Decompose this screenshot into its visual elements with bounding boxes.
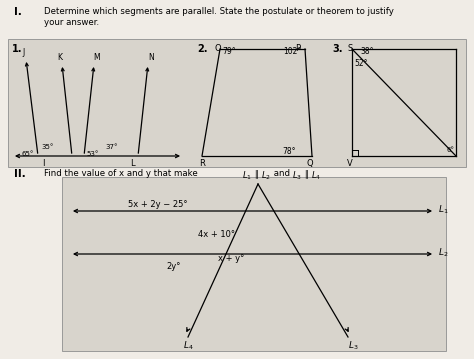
Text: Q: Q [307,159,314,168]
Text: $L_2$: $L_2$ [438,247,448,259]
Text: Determine which segments are parallel. State the postulate or theorem to justify: Determine which segments are parallel. S… [44,7,394,16]
Text: $L_3$: $L_3$ [348,339,358,351]
Text: 4x + 10°: 4x + 10° [198,230,235,239]
Text: 79°: 79° [222,47,236,56]
Text: 52°: 52° [354,59,367,68]
Text: 5x + 2y − 25°: 5x + 2y − 25° [128,200,188,209]
Text: 3.: 3. [332,44,343,54]
Text: K: K [57,53,62,62]
Text: I: I [42,159,45,168]
Text: O: O [215,44,222,53]
Text: 2y°: 2y° [166,262,181,271]
Text: 2.: 2. [197,44,208,54]
Text: M: M [93,53,100,62]
Text: 1.: 1. [12,44,22,54]
Text: V: V [347,159,353,168]
Text: L: L [130,159,135,168]
Bar [62,177,446,351]
Text: I.: I. [14,7,22,17]
Text: P: P [295,44,300,53]
Text: S: S [348,44,353,53]
Text: 102°: 102° [283,47,301,56]
Text: $L_2$: $L_2$ [261,169,271,182]
Text: ∥: ∥ [252,169,262,178]
Text: $L_4$: $L_4$ [311,169,321,182]
Text: N: N [148,53,154,62]
Text: 78°: 78° [282,147,295,156]
Text: II.: II. [14,169,26,179]
Text: 53°: 53° [86,151,99,157]
Text: ∥: ∥ [302,169,312,178]
Text: $L_3$: $L_3$ [292,169,302,182]
Text: 35°: 35° [41,144,54,150]
Text: Find the value of x and y that make: Find the value of x and y that make [44,169,201,178]
Text: 6°: 6° [447,147,455,153]
Text: your answer.: your answer. [44,18,99,27]
Text: 37°: 37° [105,144,118,150]
Text: 38°: 38° [360,47,374,56]
Text: $L_1$: $L_1$ [438,204,448,216]
Text: and: and [271,169,293,178]
Text: $L_1$: $L_1$ [242,169,252,182]
Text: x + y°: x + y° [218,254,244,263]
Text: 65°: 65° [22,151,35,157]
Text: J: J [22,48,24,57]
Text: R: R [199,159,205,168]
Bar [8,39,466,167]
Text: $L_4$: $L_4$ [183,339,194,351]
